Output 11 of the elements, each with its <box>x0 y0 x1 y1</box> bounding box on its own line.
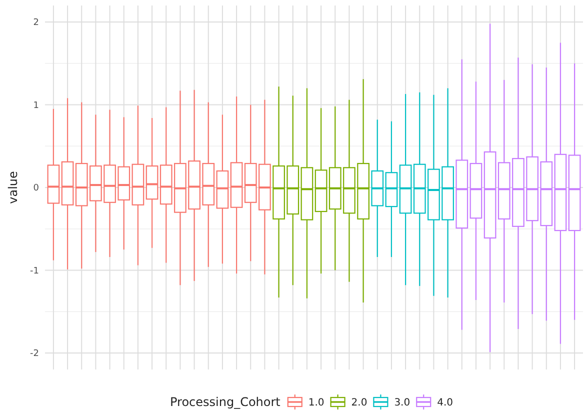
y-tick-label: -2 <box>30 349 39 360</box>
legend-label: 1.0 <box>308 398 324 408</box>
y-tick-label: 0 <box>33 184 40 194</box>
legend-label: 2.0 <box>351 398 368 408</box>
y-tick-label: 2 <box>33 18 39 28</box>
y-axis-title: value <box>6 171 20 204</box>
y-tick-label: -1 <box>30 266 39 276</box>
legend-label: 4.0 <box>437 398 453 408</box>
legend-label: 3.0 <box>394 398 410 408</box>
legend-title: Processing_Cohort <box>170 395 281 409</box>
y-tick-label: 1 <box>33 100 39 111</box>
